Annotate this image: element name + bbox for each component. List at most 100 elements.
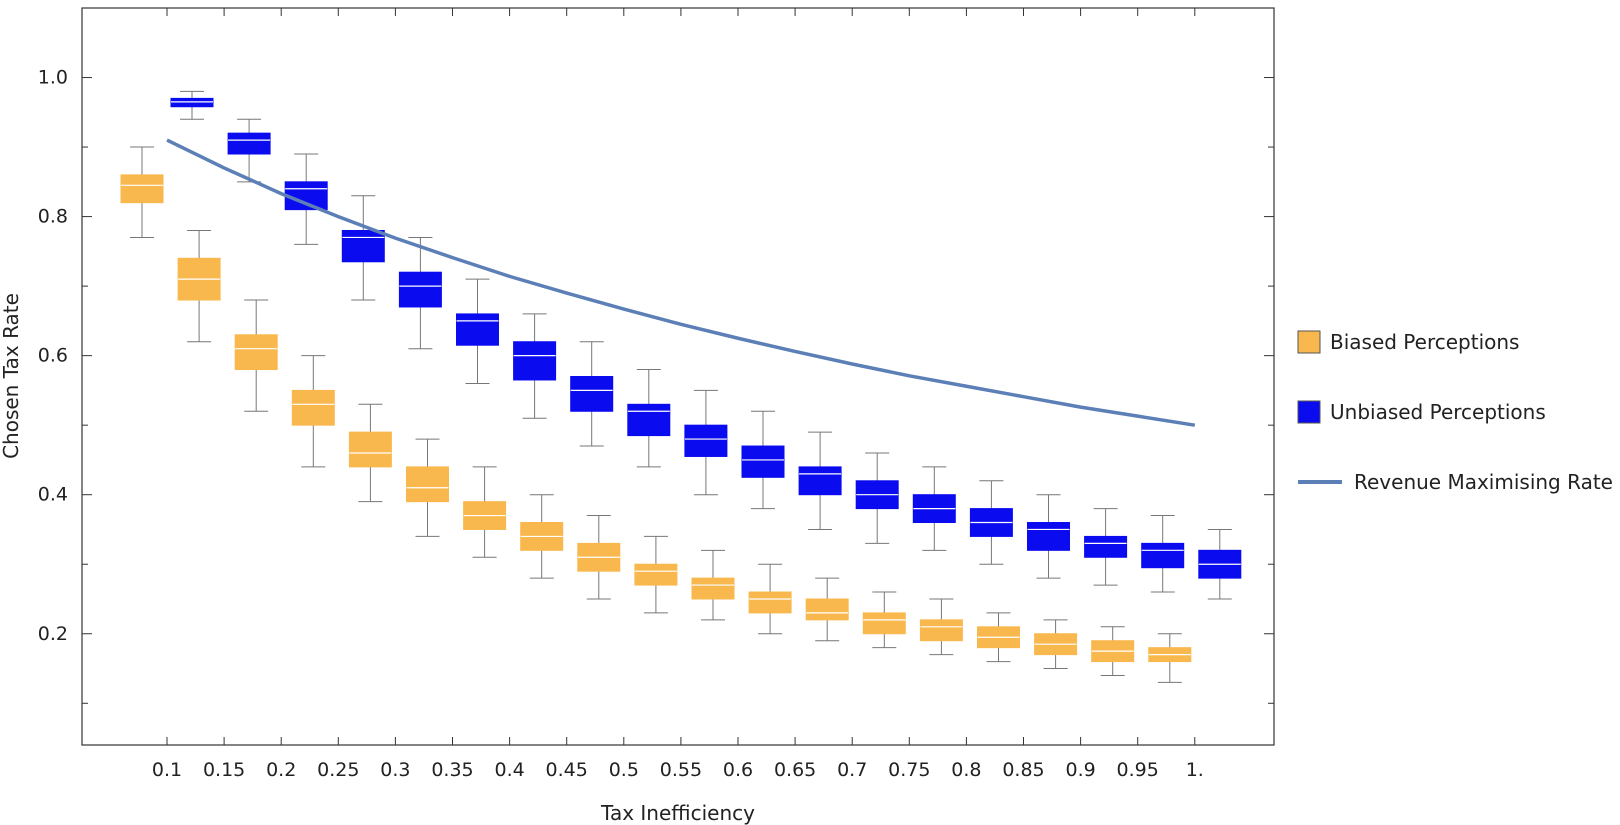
box-unbiased-perceptions bbox=[513, 313, 557, 419]
box-unbiased-perceptions bbox=[1084, 508, 1128, 586]
revenue-maximising-line bbox=[166, 138, 1196, 427]
box-body bbox=[862, 612, 906, 635]
y-tick-label: 0.2 bbox=[38, 623, 68, 645]
box-body bbox=[291, 389, 335, 426]
box-body bbox=[798, 466, 842, 496]
legend-item: Biased Perceptions bbox=[1297, 330, 1519, 354]
x-tick-label: 0.15 bbox=[203, 759, 245, 781]
x-tick-label: 0.85 bbox=[1002, 759, 1044, 781]
box-series bbox=[120, 90, 1242, 683]
box-body bbox=[570, 376, 614, 412]
box-biased-perceptions bbox=[577, 515, 621, 600]
box-biased-perceptions bbox=[291, 355, 335, 468]
box-body bbox=[513, 341, 557, 381]
box-biased-perceptions bbox=[520, 494, 564, 579]
x-tick-label: 0.1 bbox=[152, 759, 182, 781]
box-biased-perceptions bbox=[634, 535, 678, 614]
y-axis: 0.2 0.4 0.6 0.8 1.0 bbox=[38, 7, 1274, 704]
legend-item: Unbiased Perceptions bbox=[1297, 400, 1546, 424]
x-tick-label: 0.25 bbox=[317, 759, 359, 781]
box-body bbox=[1141, 542, 1185, 569]
box-biased-perceptions bbox=[691, 549, 735, 621]
box-body bbox=[170, 97, 214, 108]
x-tick-label: 0.45 bbox=[546, 759, 588, 781]
box-body bbox=[805, 598, 849, 621]
box-unbiased-perceptions bbox=[227, 118, 271, 183]
box-biased-perceptions bbox=[406, 438, 449, 537]
x-tick-label: 0.65 bbox=[774, 759, 816, 781]
x-tick-label: 1. bbox=[1186, 759, 1204, 781]
box-biased-perceptions bbox=[120, 146, 164, 238]
box-body bbox=[120, 174, 164, 204]
box-biased-perceptions bbox=[177, 229, 221, 343]
legend: Biased Perceptions Unbiased Perceptions Re… bbox=[1297, 330, 1613, 494]
box-body bbox=[634, 563, 678, 586]
y-axis-title: Chosen Tax Rate bbox=[0, 293, 23, 459]
x-axis: 0.1 0.15 0.2 0.25 0.3 0.35 0.4 0.45 0.5 0.55 0.6 0.… bbox=[152, 8, 1204, 781]
box-unbiased-perceptions bbox=[627, 369, 671, 468]
box-biased-perceptions bbox=[919, 598, 963, 656]
box-body bbox=[691, 577, 735, 600]
box-biased-perceptions bbox=[1091, 626, 1135, 676]
box-body bbox=[348, 431, 392, 468]
x-tick-label: 0.5 bbox=[609, 759, 639, 781]
box-unbiased-perceptions bbox=[912, 466, 956, 551]
box-body bbox=[406, 466, 449, 503]
box-body bbox=[234, 334, 278, 371]
legend-swatch bbox=[1297, 400, 1321, 424]
line-series bbox=[166, 138, 1196, 427]
x-tick-label: 0.8 bbox=[951, 759, 981, 781]
box-unbiased-perceptions bbox=[170, 90, 214, 120]
box-biased-perceptions bbox=[1148, 633, 1192, 683]
box-unbiased-perceptions bbox=[969, 480, 1013, 565]
legend-label: Unbiased Perceptions bbox=[1330, 400, 1546, 424]
box-body bbox=[1084, 535, 1128, 558]
x-tick-label: 0.95 bbox=[1117, 759, 1159, 781]
box-body bbox=[741, 445, 785, 478]
box-body bbox=[227, 132, 271, 155]
box-biased-perceptions bbox=[463, 466, 507, 558]
x-tick-label: 0.55 bbox=[660, 759, 702, 781]
box-unbiased-perceptions bbox=[855, 452, 899, 544]
box-unbiased-perceptions bbox=[570, 341, 614, 447]
x-tick-label: 0.2 bbox=[266, 759, 296, 781]
box-biased-perceptions bbox=[805, 577, 849, 642]
x-tick-label: 0.3 bbox=[380, 759, 410, 781]
box-biased-perceptions bbox=[348, 403, 392, 503]
box-unbiased-perceptions bbox=[1141, 515, 1185, 593]
y-tick-label: 0.6 bbox=[38, 345, 68, 367]
box-biased-perceptions bbox=[1034, 619, 1078, 670]
box-unbiased-perceptions bbox=[456, 278, 499, 384]
box-body bbox=[627, 403, 671, 437]
legend-label: Biased Perceptions bbox=[1330, 330, 1519, 354]
box-unbiased-perceptions bbox=[1027, 494, 1070, 579]
box-unbiased-perceptions bbox=[398, 236, 442, 350]
y-tick-label: 1.0 bbox=[38, 67, 68, 89]
box-body bbox=[341, 229, 385, 263]
x-axis-title: Tax Inefficiency bbox=[600, 801, 755, 825]
box-body bbox=[919, 619, 963, 642]
x-tick-label: 0.75 bbox=[888, 759, 930, 781]
box-unbiased-perceptions bbox=[741, 410, 785, 510]
x-tick-label: 0.6 bbox=[723, 759, 753, 781]
x-tick-label: 0.35 bbox=[431, 759, 473, 781]
x-tick-label: 0.4 bbox=[494, 759, 524, 781]
y-tick-label: 0.4 bbox=[38, 484, 68, 506]
box-unbiased-perceptions bbox=[1198, 528, 1242, 600]
box-body bbox=[1027, 522, 1070, 551]
box-body bbox=[748, 591, 792, 614]
box-biased-perceptions bbox=[862, 591, 906, 649]
x-tick-label: 0.7 bbox=[837, 759, 867, 781]
box-body bbox=[398, 271, 442, 308]
box-biased-perceptions bbox=[977, 612, 1020, 663]
legend-label: Revenue Maximising Rate bbox=[1354, 470, 1613, 494]
box-body bbox=[684, 424, 728, 457]
plot-frame bbox=[81, 7, 1275, 746]
box-body bbox=[456, 313, 499, 346]
box-biased-perceptions bbox=[748, 563, 792, 635]
y-tick-label: 0.8 bbox=[38, 206, 68, 228]
legend-swatch bbox=[1297, 330, 1321, 354]
box-unbiased-perceptions bbox=[684, 389, 728, 496]
legend-item: Revenue Maximising Rate bbox=[1298, 470, 1613, 494]
